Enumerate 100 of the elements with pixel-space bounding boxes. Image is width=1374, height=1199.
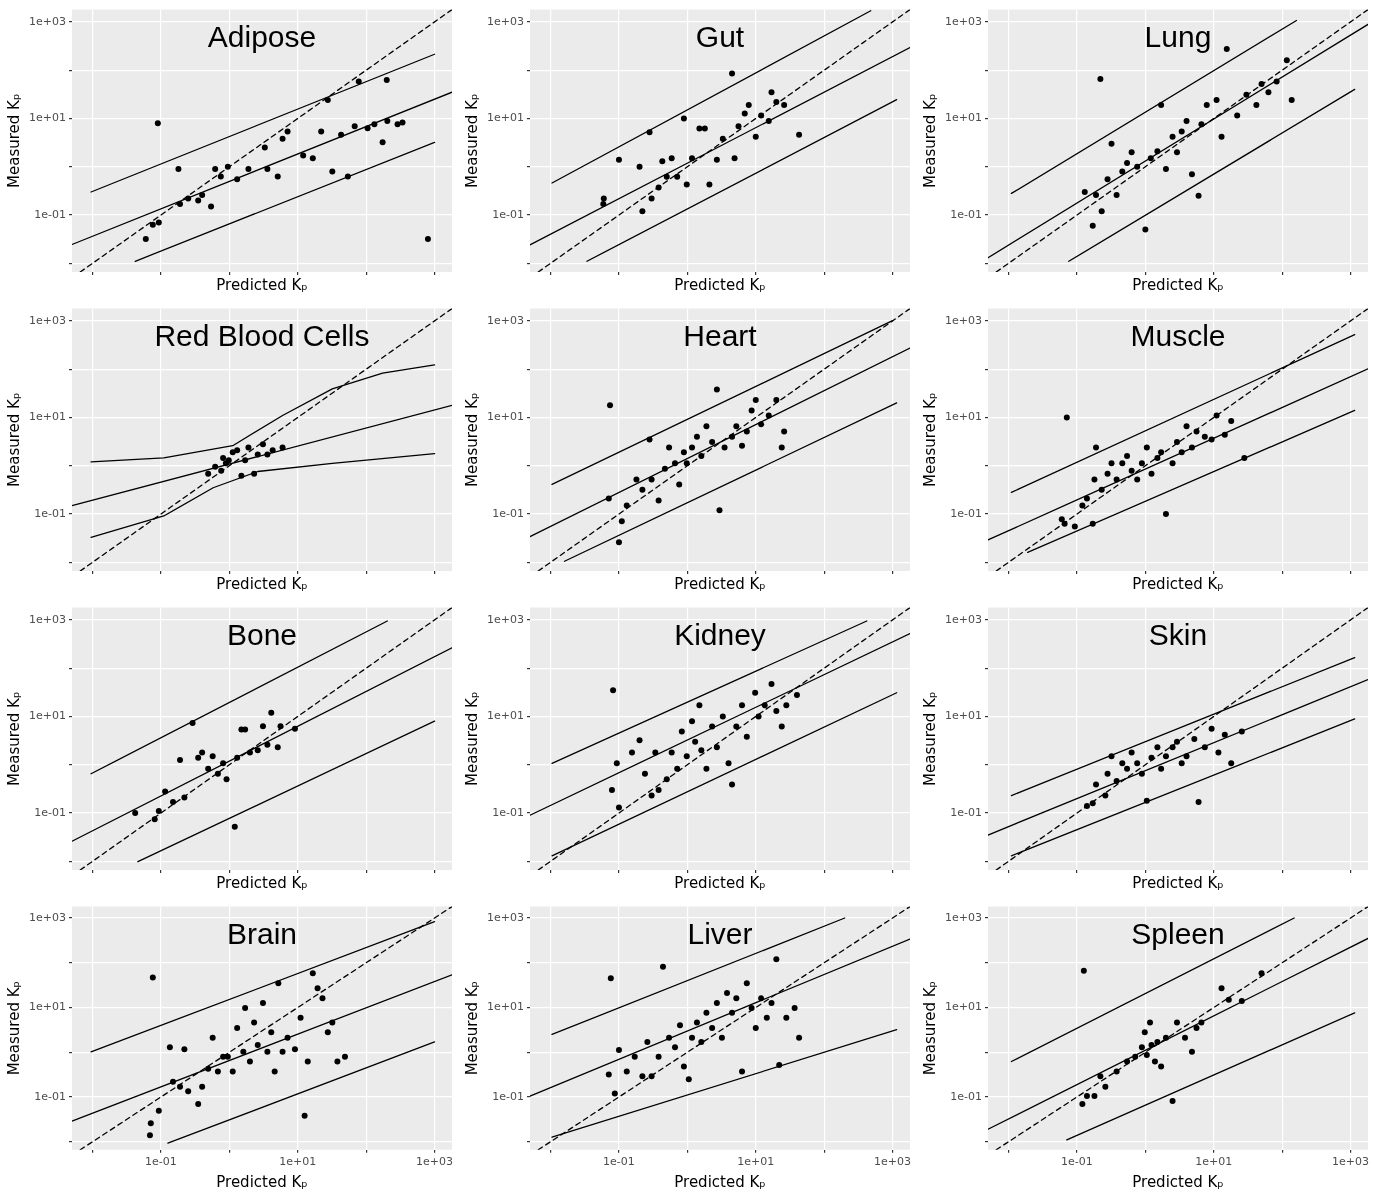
point (177, 756, 184, 763)
chart-title: Red Blood Cells (154, 318, 370, 352)
point (1093, 781, 1100, 788)
point (706, 181, 713, 188)
point (659, 158, 666, 165)
point (1124, 159, 1131, 166)
x-axis-title: Predicted Kₚ (674, 1172, 766, 1191)
point (644, 1038, 651, 1045)
point (277, 723, 284, 730)
chart-title: Spleen (1131, 916, 1225, 950)
point (718, 1034, 725, 1041)
point (1119, 168, 1126, 175)
point (189, 720, 196, 727)
point (713, 156, 720, 163)
point (242, 457, 249, 464)
chart-title: Gut (695, 19, 745, 53)
point (659, 963, 666, 970)
point (1183, 117, 1190, 124)
y-tick-label: 1e+01 (945, 410, 982, 424)
point (1071, 523, 1078, 530)
point (1169, 133, 1176, 140)
point (1128, 749, 1135, 756)
point (689, 1034, 696, 1041)
x-axis-title: Predicted Kₚ (1132, 873, 1224, 892)
point (220, 760, 227, 767)
point (663, 173, 670, 180)
point (1169, 460, 1176, 467)
point (1173, 439, 1180, 446)
point (1083, 802, 1090, 809)
y-tick-label: 1e+03 (487, 910, 524, 924)
x-axis-title: Predicted Kₚ (216, 1172, 308, 1191)
point (234, 754, 241, 761)
point (758, 995, 765, 1002)
y-tick-label: 1e-01 (34, 207, 66, 221)
point (181, 794, 188, 801)
point (1134, 760, 1141, 767)
chart-title: Kidney (674, 617, 766, 651)
y-tick-label: 1e+03 (487, 313, 524, 327)
point (1158, 765, 1165, 772)
y-tick-label: 1e+03 (487, 612, 524, 626)
point (724, 990, 731, 997)
y-tick-label: 1e-01 (950, 1089, 982, 1103)
point (199, 749, 206, 756)
x-axis-title: Predicted Kₚ (674, 574, 766, 593)
point (696, 125, 703, 132)
y-tick-label: 1e-01 (34, 506, 66, 520)
point (713, 1000, 720, 1007)
point (773, 956, 780, 963)
point (1098, 486, 1105, 493)
point (668, 155, 675, 162)
point (259, 723, 266, 730)
point (1108, 140, 1115, 147)
point (1104, 470, 1111, 477)
y-tick-label: 1e+03 (945, 612, 982, 626)
x-axis-title: Predicted Kₚ (674, 275, 766, 294)
point (1108, 753, 1115, 760)
point (1191, 736, 1198, 743)
point (254, 451, 261, 458)
chart-title: Liver (687, 916, 753, 950)
y-tick-label: 1e-01 (492, 1089, 524, 1103)
point (1142, 226, 1149, 233)
point (251, 470, 258, 477)
point (783, 1014, 790, 1021)
point (1143, 797, 1150, 804)
point (745, 102, 752, 109)
y-tick-label: 1e-01 (34, 805, 66, 819)
y-tick-label: 1e-01 (492, 207, 524, 221)
point (264, 451, 271, 458)
point (1128, 149, 1135, 156)
point (1162, 753, 1169, 760)
point (223, 776, 230, 783)
point (752, 1024, 759, 1031)
y-tick-label: 1e+01 (29, 410, 66, 424)
point (1193, 428, 1200, 435)
x-tick-label: 1e+03 (874, 1155, 912, 1169)
point (1188, 171, 1195, 178)
y-axis-title: Measured Kₚ (4, 981, 23, 1076)
point (245, 444, 252, 451)
point (259, 441, 266, 448)
x-axis-title: Predicted Kₚ (216, 574, 308, 593)
y-tick-label: 1e-01 (492, 506, 524, 520)
point (1162, 165, 1169, 172)
point (1223, 45, 1230, 52)
point (1108, 460, 1115, 467)
y-tick-label: 1e+01 (487, 111, 524, 125)
y-tick-label: 1e+01 (487, 410, 524, 424)
point (234, 447, 241, 454)
point (1119, 760, 1126, 767)
point (205, 470, 212, 477)
point (676, 1022, 683, 1029)
point (1134, 163, 1141, 170)
y-axis-title: Measured Kₚ (920, 691, 939, 786)
chart-title: Adipose (207, 19, 317, 53)
point (1104, 176, 1111, 183)
point (1154, 454, 1161, 461)
point (242, 726, 249, 733)
point (768, 1000, 775, 1007)
chart-title: Heart (683, 318, 758, 352)
y-tick-label: 1e+03 (945, 910, 982, 924)
point (1213, 97, 1220, 104)
